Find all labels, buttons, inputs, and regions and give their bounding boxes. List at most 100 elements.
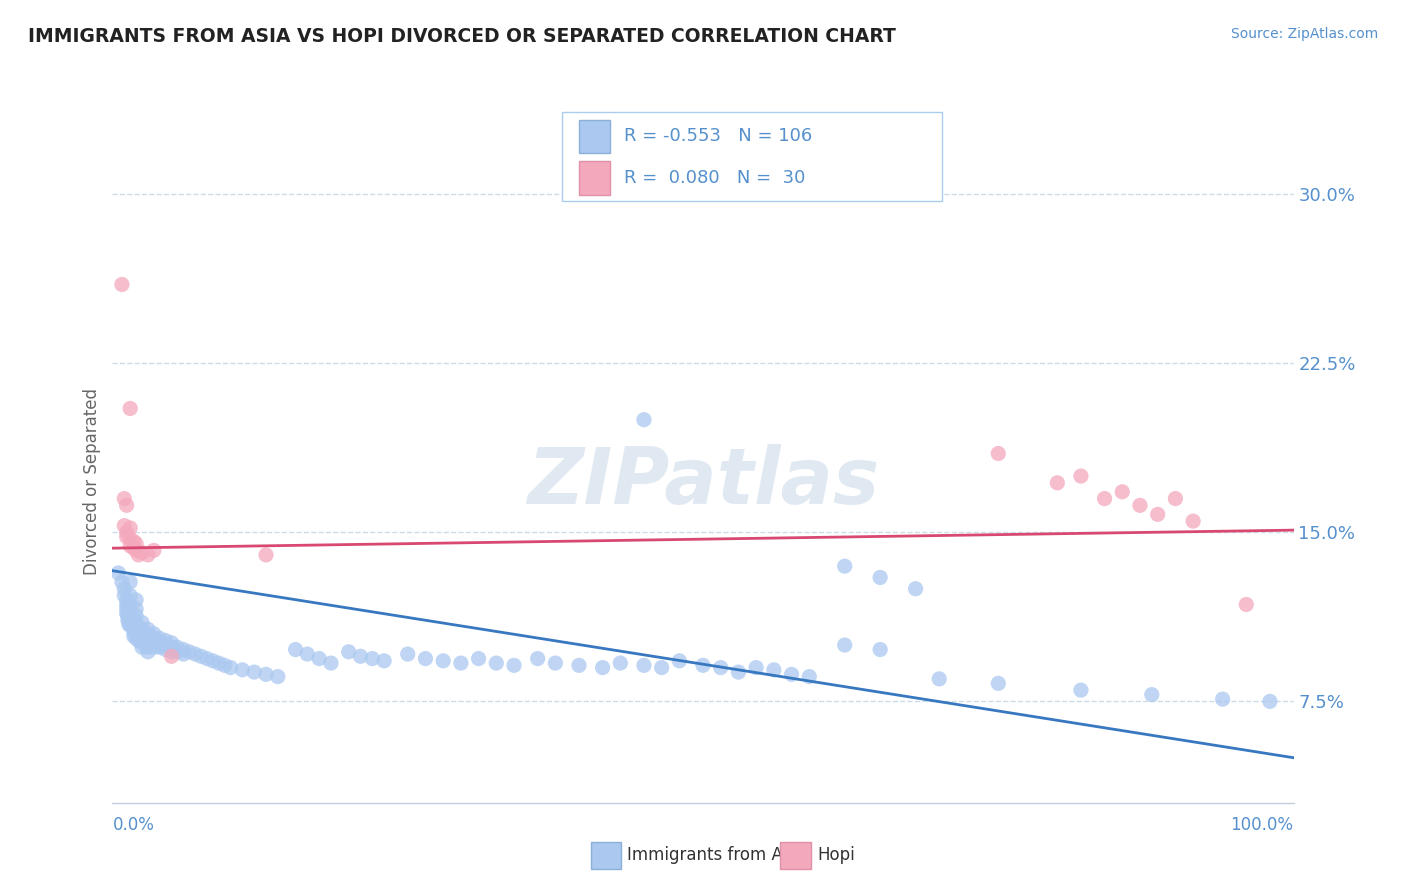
Point (115, 598, 138, 612)
Point (120, 589, 142, 603)
Point (135, 633, 157, 648)
Point (115, 530, 138, 544)
Point (668, 654, 690, 668)
Point (125, 543, 148, 558)
Point (115, 499, 138, 513)
Point (201, 654, 224, 668)
Point (987, 446, 1010, 460)
Point (349, 649, 371, 664)
Point (131, 636, 153, 650)
Point (1070, 683, 1092, 698)
Point (136, 636, 159, 650)
Point (568, 658, 591, 673)
Point (111, 277, 134, 292)
Point (115, 602, 138, 616)
Point (172, 642, 194, 657)
Point (157, 640, 180, 655)
Point (928, 672, 950, 686)
Text: Immigrants from Asia: Immigrants from Asia (627, 847, 807, 864)
Point (149, 636, 172, 650)
Point (155, 642, 177, 657)
Point (120, 611, 142, 625)
Point (115, 593, 138, 607)
Point (799, 670, 821, 684)
Point (131, 632, 153, 646)
Point (120, 574, 142, 589)
Point (651, 660, 673, 674)
Point (254, 667, 277, 681)
Point (834, 559, 856, 574)
Point (1111, 484, 1133, 499)
Point (1258, 694, 1281, 708)
Point (526, 651, 548, 665)
Point (125, 622, 148, 636)
Point (396, 647, 419, 661)
Point (869, 570, 891, 584)
Point (727, 665, 749, 679)
Point (450, 656, 472, 670)
Point (155, 638, 177, 652)
Point (146, 638, 169, 652)
Point (780, 667, 803, 681)
Point (1129, 499, 1152, 513)
Point (111, 574, 134, 589)
Point (120, 598, 142, 612)
Point (149, 632, 172, 646)
Point (135, 629, 157, 643)
Point (112, 518, 135, 533)
Point (467, 651, 489, 665)
Text: IMMIGRANTS FROM ASIA VS HOPI DIVORCED OR SEPARATED CORRELATION CHART: IMMIGRANTS FROM ASIA VS HOPI DIVORCED OR… (28, 27, 896, 45)
Point (136, 640, 159, 655)
Point (172, 647, 194, 661)
Point (121, 620, 143, 634)
Point (125, 615, 148, 630)
Text: 0.0%: 0.0% (112, 816, 155, 834)
Text: R = -0.553   N = 106: R = -0.553 N = 106 (624, 128, 813, 145)
Point (195, 651, 218, 665)
Text: 100.0%: 100.0% (1230, 816, 1294, 834)
Point (834, 638, 856, 652)
Point (127, 620, 149, 634)
Point (131, 622, 153, 636)
Point (361, 651, 384, 665)
Point (127, 548, 149, 562)
Text: Source: ZipAtlas.com: Source: ZipAtlas.com (1230, 27, 1378, 41)
Point (592, 660, 614, 674)
Point (125, 536, 148, 550)
Point (432, 654, 454, 668)
Point (1046, 475, 1069, 490)
Point (117, 608, 139, 623)
Point (179, 645, 201, 659)
Point (142, 632, 165, 646)
Point (122, 541, 145, 556)
Point (166, 645, 188, 659)
Point (136, 627, 159, 641)
Point (609, 656, 631, 670)
Point (120, 521, 142, 535)
Point (115, 607, 138, 621)
Point (544, 656, 567, 670)
Point (122, 534, 145, 549)
Point (633, 658, 655, 673)
Point (184, 647, 207, 661)
Point (155, 633, 177, 648)
Point (319, 656, 342, 670)
Point (150, 638, 173, 652)
Point (373, 654, 395, 668)
Point (131, 640, 153, 655)
Point (160, 645, 183, 659)
Point (1146, 508, 1168, 522)
Point (136, 645, 159, 659)
Point (160, 649, 183, 664)
Point (503, 658, 526, 673)
Point (120, 532, 142, 546)
Point (1070, 469, 1092, 483)
Point (142, 627, 165, 641)
Point (125, 608, 148, 623)
Point (127, 624, 149, 639)
Point (267, 670, 290, 684)
Point (1140, 688, 1163, 702)
Point (308, 651, 330, 665)
Point (762, 663, 785, 677)
Point (149, 640, 172, 655)
